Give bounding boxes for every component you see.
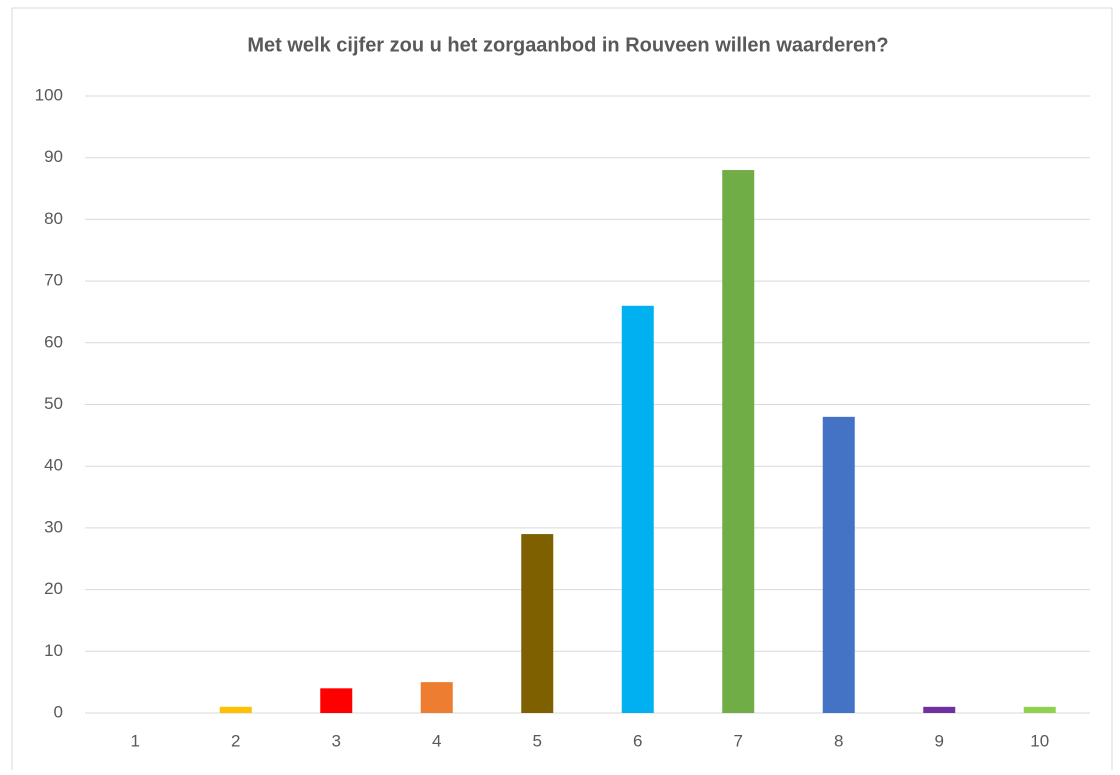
y-tick-label: 30 bbox=[44, 517, 63, 536]
y-tick-label: 50 bbox=[44, 394, 63, 413]
x-tick-label: 10 bbox=[1030, 731, 1049, 750]
x-tick-label: 1 bbox=[131, 731, 140, 750]
y-tick-label: 70 bbox=[44, 271, 63, 290]
bar bbox=[923, 706, 956, 713]
x-tick-label: 5 bbox=[533, 731, 542, 750]
chart-title: Met welk cijfer zou u het zorgaanbod in … bbox=[247, 34, 888, 56]
bar bbox=[420, 682, 453, 713]
y-tick-label: 20 bbox=[44, 579, 63, 598]
x-tick-label: 2 bbox=[231, 731, 240, 750]
x-tick-label: 4 bbox=[432, 731, 441, 750]
bar bbox=[822, 416, 855, 713]
bar bbox=[219, 706, 252, 713]
y-tick-label: 60 bbox=[44, 332, 63, 351]
x-tick-label: 6 bbox=[633, 731, 642, 750]
y-tick-label: 100 bbox=[35, 85, 63, 104]
bar bbox=[722, 170, 755, 714]
y-tick-label: 0 bbox=[54, 702, 63, 721]
y-tick-label: 10 bbox=[44, 641, 63, 660]
x-tick-label: 8 bbox=[834, 731, 843, 750]
bar bbox=[621, 305, 654, 713]
bar bbox=[1023, 706, 1056, 713]
chart-frame bbox=[11, 7, 1113, 775]
x-tick-label: 3 bbox=[332, 731, 341, 750]
y-tick-label: 80 bbox=[44, 209, 63, 228]
x-tick-label: 9 bbox=[935, 731, 944, 750]
bar bbox=[320, 688, 353, 713]
x-tick-label: 7 bbox=[734, 731, 743, 750]
y-tick-label: 40 bbox=[44, 456, 63, 475]
bar bbox=[521, 534, 554, 713]
y-tick-label: 90 bbox=[44, 147, 63, 166]
